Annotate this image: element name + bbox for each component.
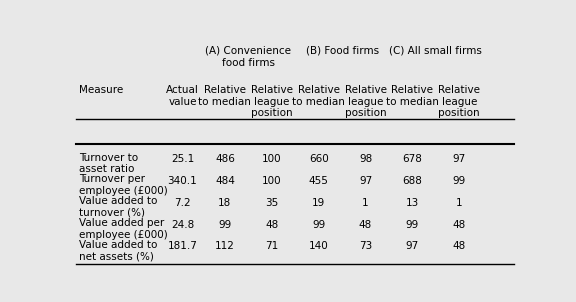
Text: Measure: Measure [79,85,123,95]
Text: Relative
league
position: Relative league position [438,85,480,118]
Text: 71: 71 [265,242,278,252]
Text: Turnover per
employee (£000): Turnover per employee (£000) [79,174,168,196]
Text: 18: 18 [218,198,232,208]
Text: (B) Food firms: (B) Food firms [305,46,378,56]
Text: Value added to
turnover (%): Value added to turnover (%) [79,196,157,218]
Text: 340.1: 340.1 [168,176,198,186]
Text: 73: 73 [359,242,372,252]
Text: Relative
league
position: Relative league position [251,85,293,118]
Text: 99: 99 [406,220,419,230]
Text: 660: 660 [309,154,328,164]
Text: 97: 97 [453,154,466,164]
Text: (C) All small firms: (C) All small firms [389,46,482,56]
Text: 1: 1 [456,198,463,208]
Text: 100: 100 [262,154,282,164]
Text: 7.2: 7.2 [174,198,191,208]
Text: Relative
to median: Relative to median [386,85,439,107]
Text: 98: 98 [359,154,372,164]
Text: 99: 99 [453,176,466,186]
Text: 1: 1 [362,198,369,208]
Text: Value added per
employee (£000): Value added per employee (£000) [79,218,168,240]
Text: Relative
to median: Relative to median [292,85,345,107]
Text: 48: 48 [453,220,466,230]
Text: 484: 484 [215,176,235,186]
Text: 48: 48 [453,242,466,252]
Text: 181.7: 181.7 [168,242,198,252]
Text: 455: 455 [309,176,328,186]
Text: 24.8: 24.8 [171,220,194,230]
Text: 99: 99 [312,220,325,230]
Text: 99: 99 [218,220,232,230]
Text: (A) Convenience
food firms: (A) Convenience food firms [205,46,291,68]
Text: Relative
league
position: Relative league position [344,85,386,118]
Text: 688: 688 [403,176,422,186]
Text: 25.1: 25.1 [171,154,194,164]
Text: Turnover to
asset ratio: Turnover to asset ratio [79,153,138,174]
Text: Actual
value: Actual value [166,85,199,107]
Text: 97: 97 [359,176,372,186]
Text: 112: 112 [215,242,235,252]
Text: 97: 97 [406,242,419,252]
Text: 678: 678 [403,154,422,164]
Text: 13: 13 [406,198,419,208]
Text: Value added to
net assets (%): Value added to net assets (%) [79,240,157,262]
Text: 48: 48 [359,220,372,230]
Text: Relative
to median: Relative to median [199,85,251,107]
Text: 100: 100 [262,176,282,186]
Text: 140: 140 [309,242,328,252]
Text: 486: 486 [215,154,235,164]
Text: 48: 48 [265,220,278,230]
Text: 19: 19 [312,198,325,208]
Text: 35: 35 [265,198,278,208]
